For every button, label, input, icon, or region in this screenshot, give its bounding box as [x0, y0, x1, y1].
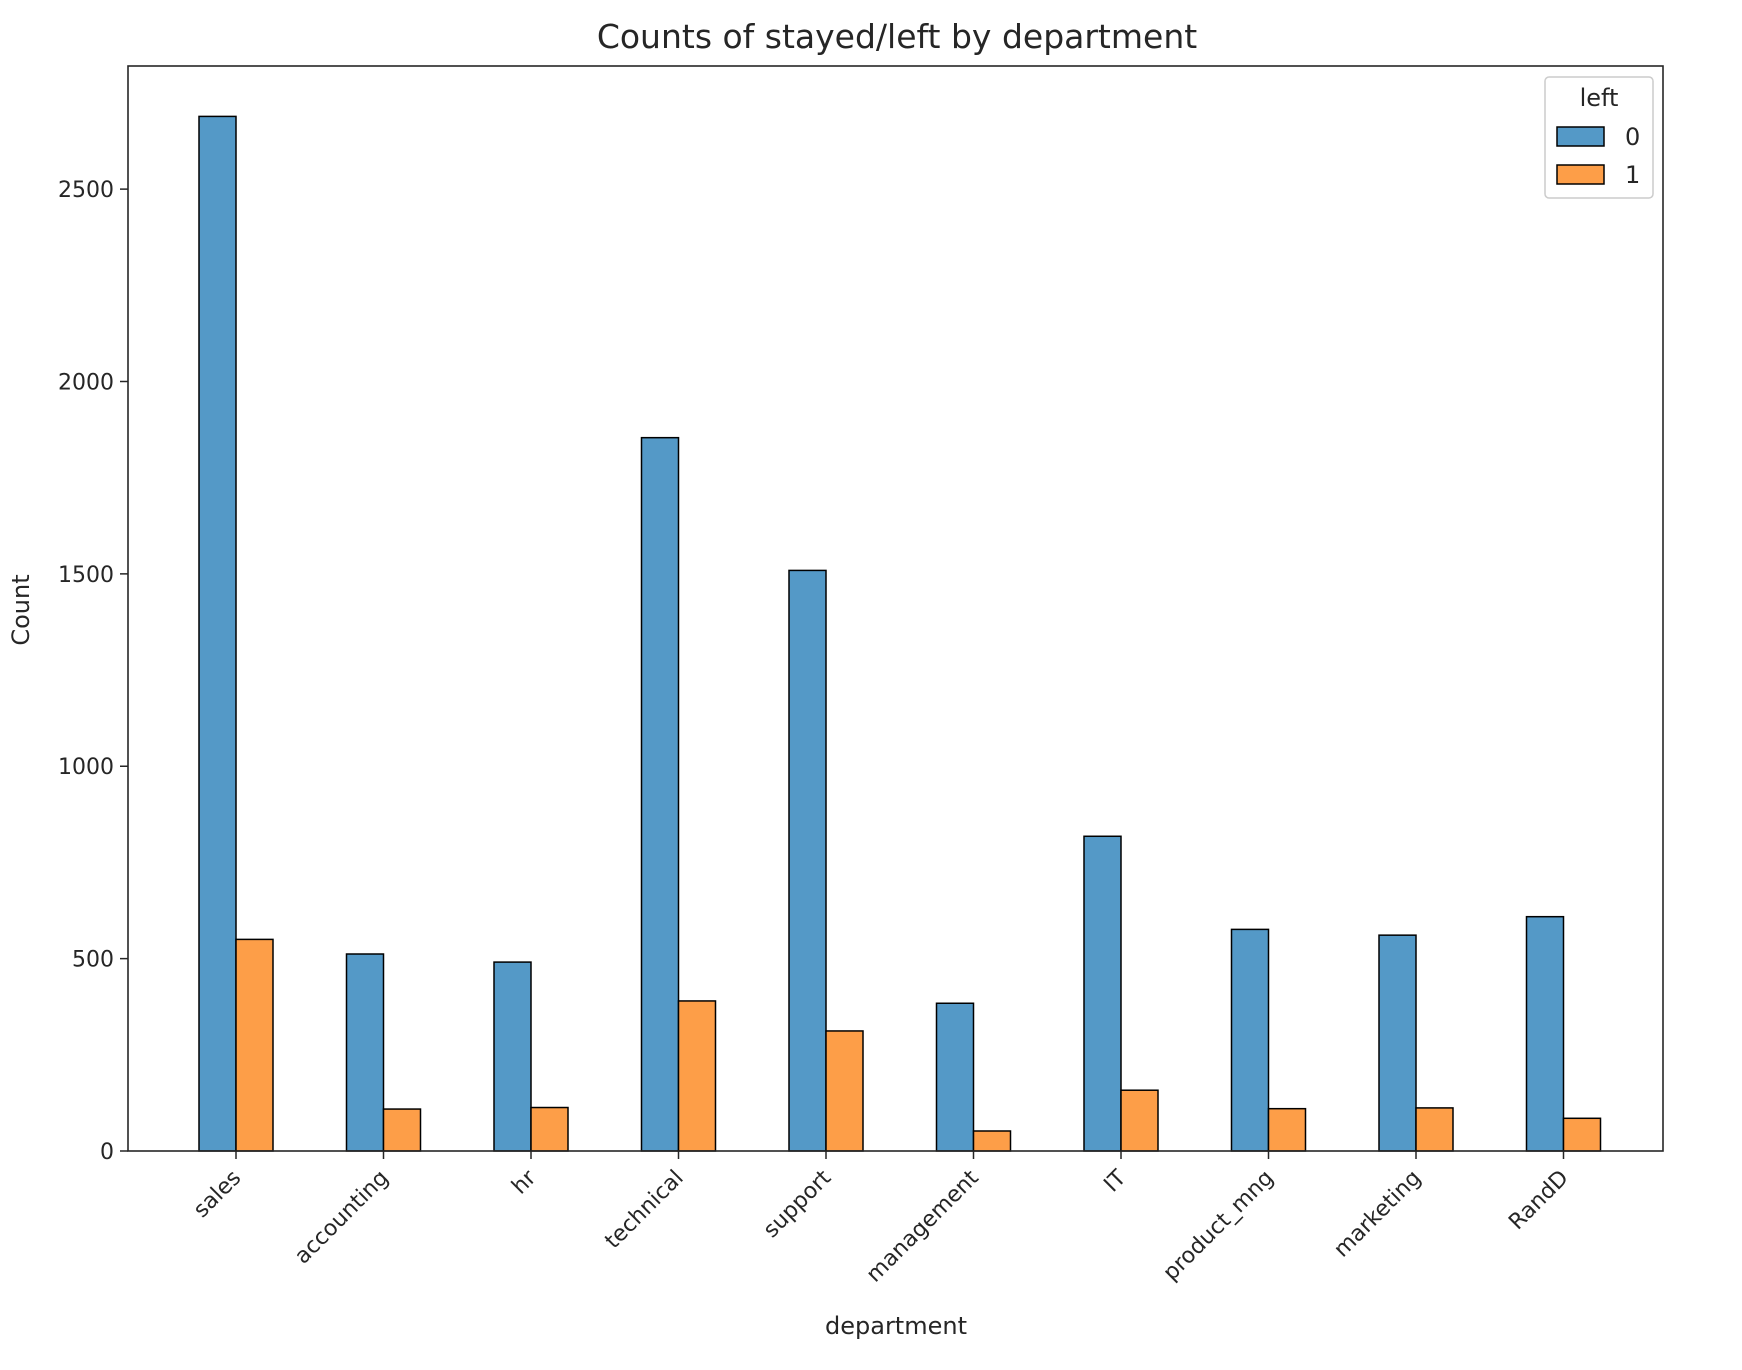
y-axis: 0 500 1000 1500 2000 2500 — [58, 178, 128, 1165]
bar-management-left-1 — [972, 1130, 1012, 1152]
y-tick-label: 1500 — [58, 563, 114, 588]
y-tick-label: 2500 — [58, 178, 114, 203]
bar-RandD-left-1 — [1562, 1117, 1602, 1152]
bar-IT-left-0 — [1083, 835, 1122, 1152]
bar-product_mng-left-1 — [1267, 1107, 1307, 1152]
bars-layer — [198, 115, 1602, 1152]
bar-hr-left-0 — [493, 961, 532, 1152]
legend-label-0: 0 — [1625, 123, 1640, 151]
bar-RandD-left-0 — [1525, 915, 1565, 1152]
legend: left 0 1 — [1544, 76, 1654, 199]
bar-sales-left-1 — [235, 938, 274, 1152]
bar-technical-left-1 — [677, 1000, 717, 1152]
x-tick-label: accounting — [290, 1166, 394, 1270]
y-tick-label: 1000 — [58, 755, 114, 780]
x-tick-label: IT — [1099, 1165, 1131, 1197]
x-tick-label: RandD — [1504, 1166, 1573, 1235]
x-axis-label: department — [825, 1312, 967, 1340]
x-tick-label: support — [759, 1165, 837, 1243]
x-tick-label: management — [862, 1165, 984, 1287]
bar-accounting-left-1 — [382, 1108, 422, 1152]
bar-support-left-0 — [788, 569, 827, 1152]
legend-swatch-0 — [1556, 126, 1605, 147]
bar-product_mng-left-0 — [1230, 928, 1270, 1152]
legend-swatch-1 — [1556, 164, 1605, 185]
x-tick-label: marketing — [1329, 1166, 1426, 1263]
bar-marketing-left-0 — [1378, 934, 1417, 1152]
bar-management-left-0 — [935, 1002, 975, 1152]
bar-sales-left-0 — [198, 115, 237, 1152]
bar-IT-left-1 — [1120, 1089, 1159, 1152]
chart-title: Counts of stayed/left by department — [597, 17, 1197, 56]
bar-marketing-left-1 — [1415, 1107, 1454, 1152]
bar-support-left-1 — [825, 1030, 864, 1152]
bar-technical-left-0 — [640, 436, 680, 1152]
legend-title: left — [1580, 84, 1619, 112]
bar-hr-left-1 — [530, 1106, 569, 1152]
legend-label-1: 1 — [1625, 161, 1640, 189]
y-tick-label: 500 — [72, 948, 114, 973]
x-tick-label: hr — [507, 1165, 542, 1200]
x-tick-label: product_mng — [1159, 1166, 1279, 1286]
x-tick-label: sales — [189, 1166, 246, 1223]
plot-frame — [127, 65, 1664, 1152]
y-tick-label: 0 — [100, 1140, 114, 1165]
x-axis: sales accounting hr technical support managem… — [189, 1151, 1574, 1287]
bar-accounting-left-0 — [345, 953, 385, 1152]
y-axis-label: Count — [7, 574, 35, 645]
x-tick-label: technical — [600, 1166, 688, 1254]
y-tick-label: 2000 — [58, 370, 114, 395]
